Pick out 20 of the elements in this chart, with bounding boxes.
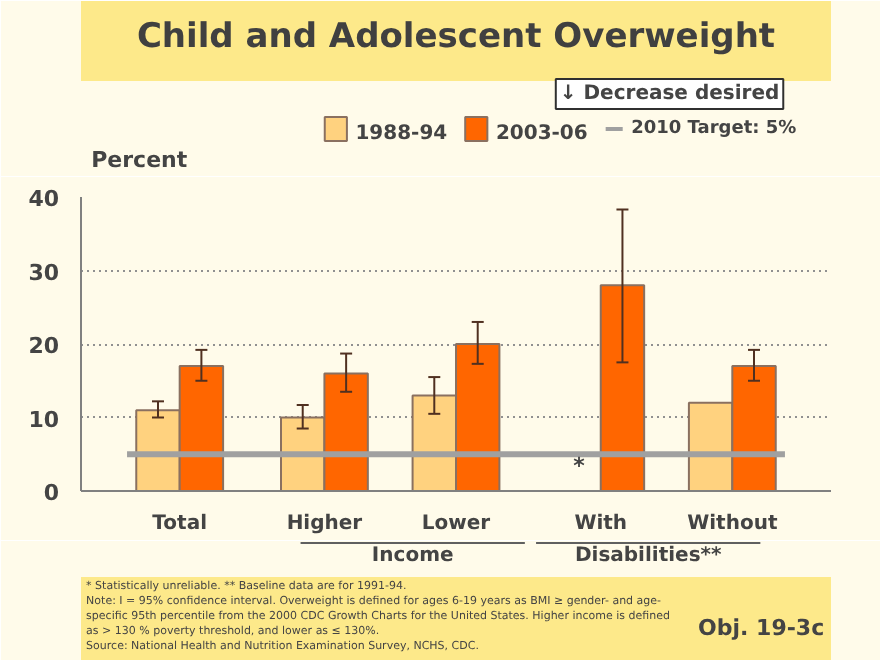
y-tick-label: 0 [43, 480, 60, 506]
x-tick-label: Total [152, 513, 208, 535]
text: ↓ Decrease desired [559, 83, 780, 105]
y-tick-label: 40 [28, 186, 60, 212]
x-tick-label: Higher [286, 513, 363, 535]
legend-label: 1988-94 [355, 123, 448, 145]
x-tick-label: Lower [421, 513, 491, 535]
text: Obj. 19-3c [698, 615, 825, 641]
y-tick-label: 30 [28, 259, 60, 286]
legend-label: 2010 Target: 5% [631, 119, 797, 139]
x-tick-label: Without [687, 513, 778, 535]
y-tick-label: 10 [28, 406, 60, 433]
x-tick-label: With [574, 513, 628, 535]
text: Income [371, 545, 454, 567]
chart-title: Child and Adolescent Overweight [136, 17, 776, 57]
y-axis-title: Percent [91, 147, 188, 173]
text: Disabilities** [574, 545, 724, 567]
legend-label: 2003-06 [495, 123, 588, 145]
annotation: * [573, 453, 586, 479]
y-tick-label: 20 [28, 333, 60, 359]
